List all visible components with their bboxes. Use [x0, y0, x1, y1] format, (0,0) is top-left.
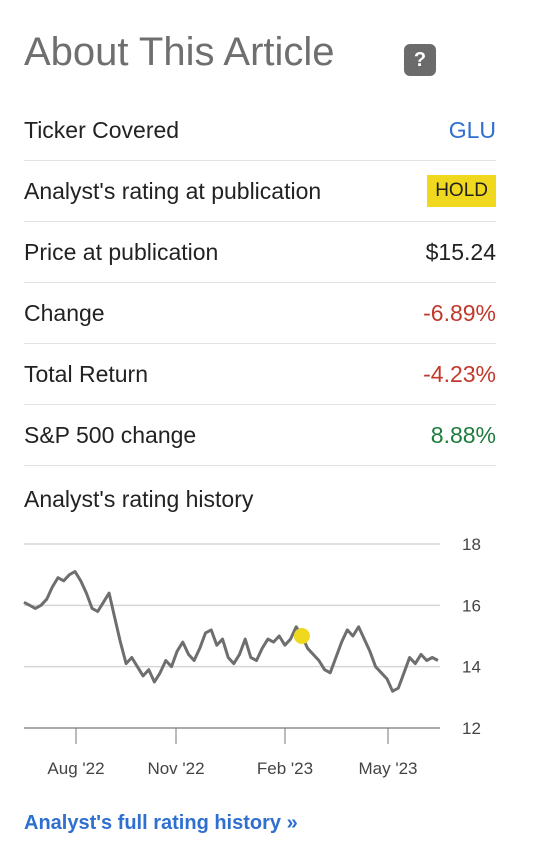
header: About This Article ? — [24, 24, 504, 84]
total-return-row: Total Return -4.23% — [24, 344, 496, 405]
rating-marker — [293, 628, 310, 644]
price-line — [23, 570, 439, 693]
x-tick-label: May '23 — [359, 759, 418, 778]
x-tick-label: Feb '23 — [257, 759, 313, 778]
y-tick-label: 14 — [462, 658, 481, 677]
full-rating-history-link[interactable]: Analyst's full rating history » — [24, 812, 298, 834]
change-value: -6.89% — [423, 299, 496, 326]
rating-history-title: Analyst's rating history — [24, 486, 254, 512]
help-icon[interactable]: ? — [404, 44, 436, 76]
x-tick-label: Nov '22 — [147, 759, 204, 778]
rating-badge: HOLD — [427, 175, 496, 207]
price-label: Price at publication — [24, 238, 219, 265]
x-tick-label: Aug '22 — [47, 759, 104, 778]
ticker-link[interactable]: GLU — [448, 116, 496, 143]
rating-label: Analyst's rating at publication — [24, 177, 322, 204]
sp500-row: S&P 500 change 8.88% — [24, 405, 496, 466]
y-tick-label: 16 — [462, 596, 481, 615]
price-row: Price at publication $15.24 — [24, 222, 496, 283]
rating-history-chart: 12 14 16 18 Aug '22 Nov '22 Feb '23 May '23 — [23, 535, 481, 778]
y-tick-label: 12 — [462, 719, 481, 738]
y-tick-label: 18 — [462, 535, 481, 554]
change-label: Change — [24, 299, 105, 326]
price-value: $15.24 — [425, 238, 496, 265]
article-info-table: Ticker Covered GLU Analyst's rating at p… — [24, 100, 496, 466]
ticker-label: Ticker Covered — [24, 116, 180, 143]
total-return-label: Total Return — [24, 360, 149, 387]
total-return-value: -4.23% — [423, 360, 496, 387]
sp500-label: S&P 500 change — [24, 421, 197, 448]
ticker-row: Ticker Covered GLU — [24, 100, 496, 161]
rating-row: Analyst's rating at publication HOLD — [24, 161, 496, 222]
page-title: About This Article — [24, 30, 335, 74]
sp500-value: 8.88% — [430, 421, 496, 448]
change-row: Change -6.89% — [24, 283, 496, 344]
